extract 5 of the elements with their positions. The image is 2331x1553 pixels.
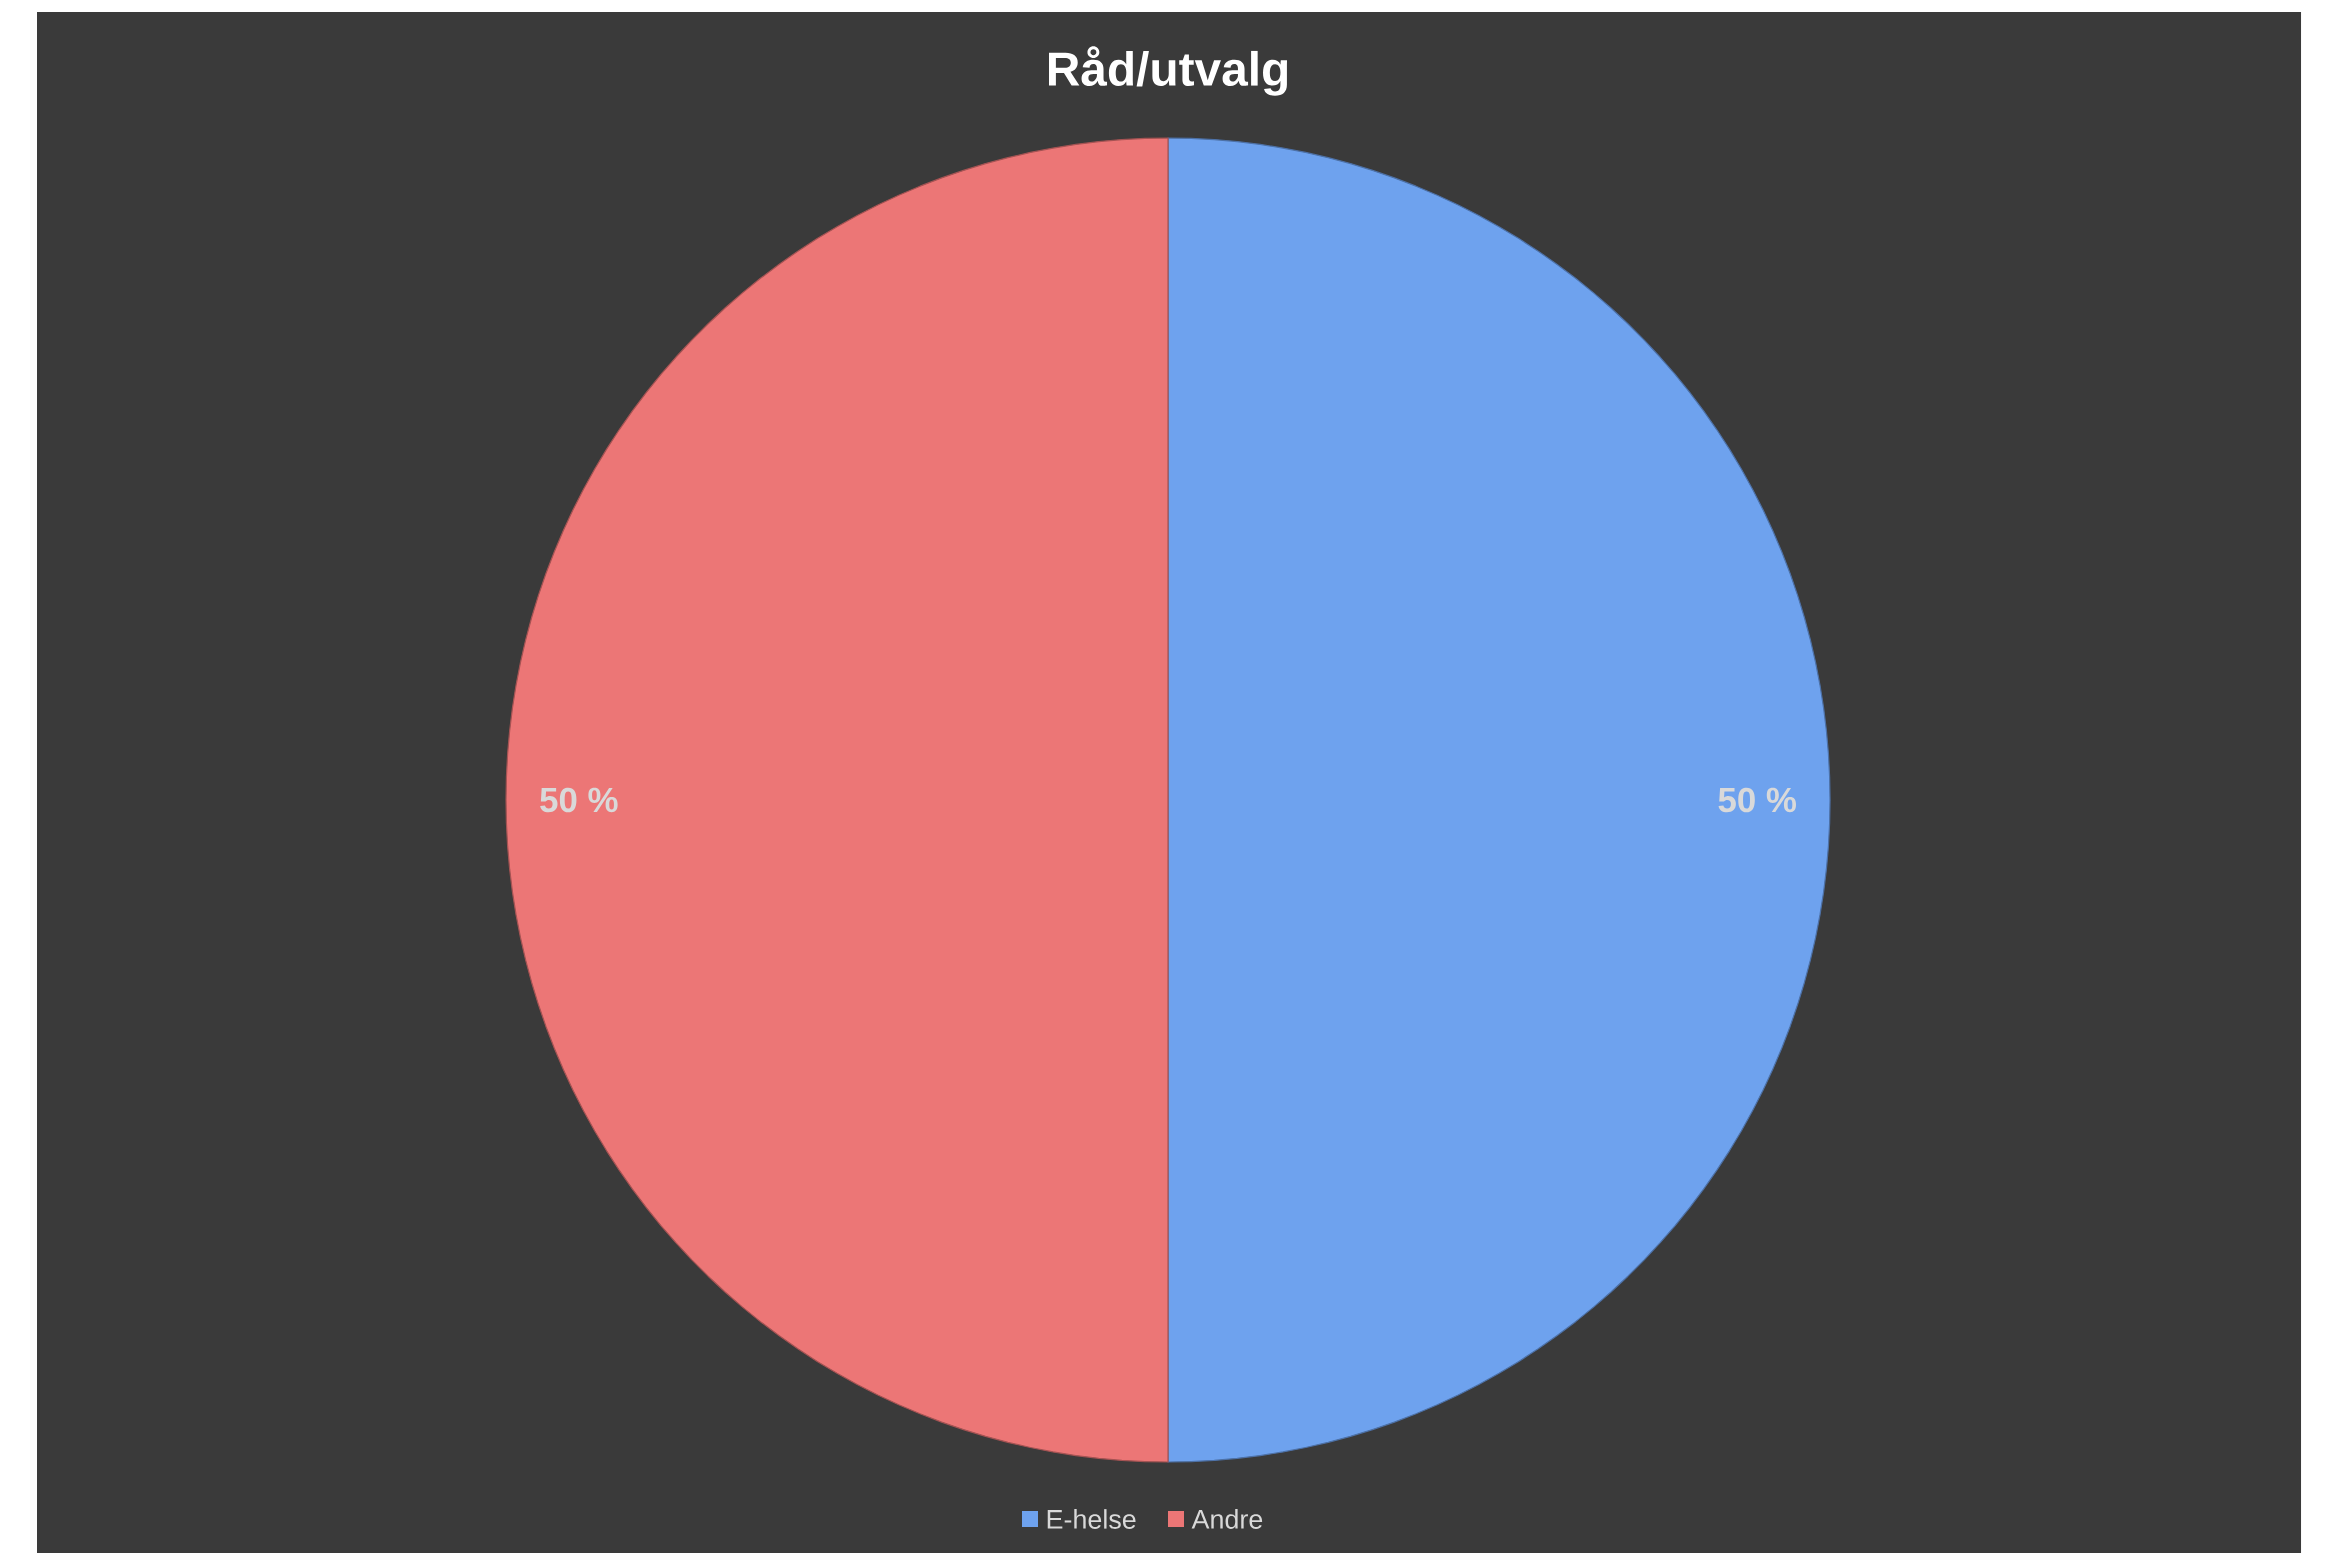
chart-title: Råd/utvalg bbox=[1049, 46, 1288, 96]
legend-label: E-helse bbox=[1047, 1509, 1136, 1529]
legend-label: Andre bbox=[1191, 1509, 1263, 1529]
data-label: 50 % bbox=[1718, 787, 1796, 813]
data-label: 50 % bbox=[540, 787, 618, 813]
